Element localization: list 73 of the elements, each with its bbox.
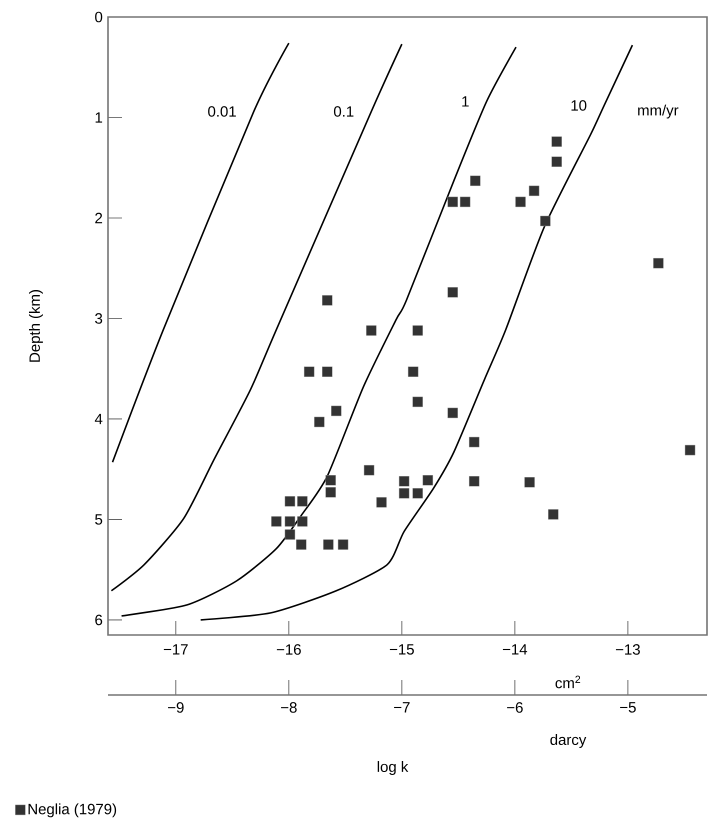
y-tick-label: 2 bbox=[95, 212, 102, 224]
x-tick-label: −16 bbox=[276, 644, 301, 655]
point bbox=[412, 396, 423, 408]
point bbox=[325, 475, 336, 486]
series-label: 10 bbox=[571, 100, 586, 111]
point bbox=[366, 325, 377, 336]
point bbox=[551, 136, 562, 147]
series-label: 1 bbox=[462, 96, 469, 107]
x2-tick-label: −5 bbox=[620, 702, 636, 713]
point bbox=[304, 366, 314, 377]
point bbox=[448, 196, 458, 208]
x2-axis-title: darcy bbox=[550, 734, 586, 748]
point bbox=[376, 497, 387, 508]
point bbox=[422, 475, 434, 486]
point bbox=[314, 416, 325, 428]
x-tick-label: −13 bbox=[616, 644, 640, 655]
point bbox=[297, 516, 308, 527]
point bbox=[470, 176, 481, 186]
point bbox=[284, 496, 296, 507]
point bbox=[297, 496, 308, 507]
point bbox=[524, 477, 535, 488]
y-tick-label: 0 bbox=[95, 12, 102, 22]
y-tick-label: 5 bbox=[95, 514, 102, 525]
point bbox=[468, 436, 480, 448]
y-tick-label: 4 bbox=[94, 414, 102, 424]
point bbox=[325, 487, 336, 498]
x-tick-label: −14 bbox=[502, 644, 528, 654]
point bbox=[515, 196, 526, 208]
point bbox=[284, 516, 296, 527]
point bbox=[284, 529, 296, 540]
point bbox=[548, 509, 558, 520]
point bbox=[528, 186, 540, 196]
annotation: mm/yr bbox=[638, 104, 678, 119]
x2-tick-label: −6 bbox=[507, 702, 523, 713]
point bbox=[296, 539, 306, 550]
point bbox=[331, 406, 342, 416]
point bbox=[468, 476, 480, 486]
line-series bbox=[200, 44, 634, 621]
point bbox=[448, 287, 458, 298]
point bbox=[323, 539, 334, 550]
point bbox=[448, 408, 458, 418]
text: log k bbox=[378, 761, 408, 775]
y-tick-label: 1 bbox=[96, 112, 102, 123]
x2-tick-label: −9 bbox=[168, 702, 184, 713]
x2-tick-label: −7 bbox=[394, 702, 410, 712]
line-series bbox=[112, 42, 290, 463]
point bbox=[412, 325, 423, 336]
line-series bbox=[120, 46, 517, 617]
point bbox=[460, 196, 470, 208]
point bbox=[398, 476, 410, 486]
x-tick-label: −17 bbox=[164, 644, 188, 654]
y-tick-label: 6 bbox=[95, 614, 102, 626]
x-axis-title: cm$^{2}$ bbox=[556, 676, 580, 688]
legend-label: Neglia (1979) bbox=[28, 803, 116, 818]
point bbox=[364, 465, 374, 476]
y-axis-title: Depth (km) bbox=[28, 290, 43, 362]
point bbox=[684, 444, 696, 456]
point bbox=[322, 366, 332, 377]
series-label: 0.01 bbox=[208, 106, 236, 117]
point bbox=[322, 295, 332, 306]
y-tick-label: 3 bbox=[95, 313, 102, 324]
point bbox=[338, 539, 348, 550]
x2-tick-label: −8 bbox=[281, 702, 297, 713]
point bbox=[398, 488, 410, 499]
point bbox=[408, 366, 418, 377]
point bbox=[653, 258, 664, 268]
line-series bbox=[110, 43, 403, 592]
point bbox=[540, 216, 551, 226]
point bbox=[551, 156, 562, 167]
point bbox=[412, 488, 423, 499]
point bbox=[271, 516, 282, 527]
x-tick-label: −15 bbox=[390, 644, 414, 655]
series-label: 0.1 bbox=[334, 106, 354, 117]
